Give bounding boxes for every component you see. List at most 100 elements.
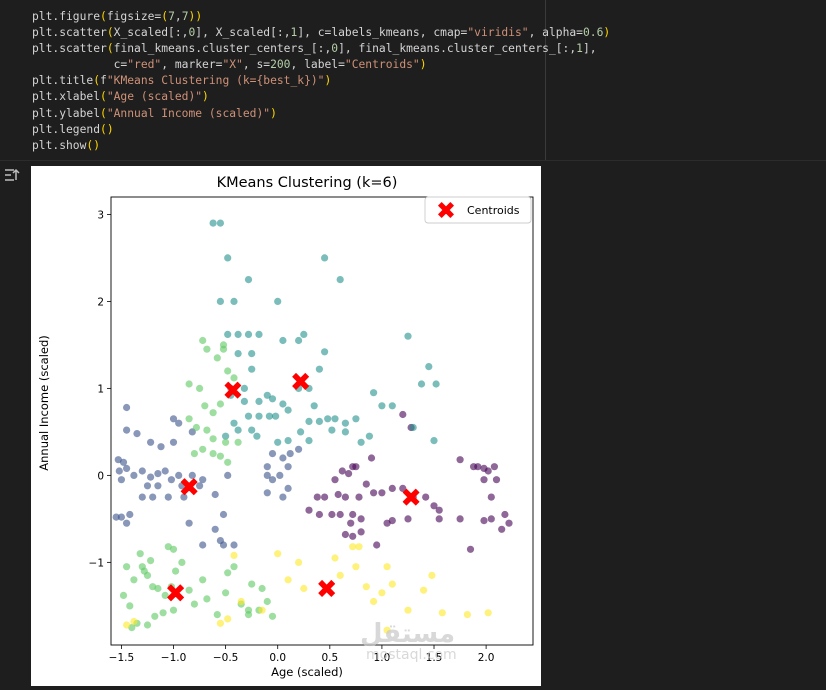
data-point <box>123 426 131 434</box>
plot-output: KMeans Clustering (k=6) Age (scaled) Ann… <box>31 166 541 686</box>
data-point <box>370 597 378 606</box>
legend-centroid-marker <box>438 202 454 218</box>
data-point <box>279 400 287 408</box>
data-point <box>383 563 391 571</box>
data-point <box>216 219 224 227</box>
data-point <box>305 417 313 425</box>
scatter-chart: KMeans Clustering (k=6) Age (scaled) Ann… <box>37 175 534 679</box>
data-point <box>123 464 131 472</box>
data-point <box>224 254 232 262</box>
data-point <box>230 541 238 549</box>
data-point <box>123 519 131 527</box>
watermark-latin: mostaql.com <box>366 647 457 663</box>
data-point <box>230 563 238 571</box>
data-point <box>268 450 277 458</box>
data-point <box>388 517 396 525</box>
data-point <box>295 336 303 345</box>
data-point <box>324 415 332 423</box>
data-point <box>422 493 430 501</box>
code-editor[interactable]: plt.figure(figsize=(7,7)) plt.scatter(X_… <box>24 0 610 160</box>
data-point <box>284 484 292 492</box>
data-point <box>373 541 381 549</box>
data-point <box>248 350 256 358</box>
data-point <box>341 428 349 436</box>
data-point <box>199 576 207 584</box>
data-point <box>119 591 128 599</box>
data-point <box>199 476 207 484</box>
data-point <box>209 450 217 458</box>
data-point <box>265 412 273 420</box>
data-point <box>274 550 282 558</box>
data-point <box>321 348 329 356</box>
data-point <box>349 463 357 471</box>
data-point <box>244 276 253 284</box>
data-point <box>263 471 271 479</box>
data-point <box>279 336 287 345</box>
x-tick-label: 1.5 <box>426 652 443 664</box>
data-point <box>211 525 219 533</box>
data-point <box>336 276 344 284</box>
data-point <box>505 519 513 527</box>
data-point <box>501 510 509 519</box>
data-point <box>315 365 323 373</box>
data-point <box>244 412 253 420</box>
data-point <box>234 330 242 338</box>
data-point <box>230 374 238 382</box>
data-point <box>276 471 284 479</box>
data-point <box>362 480 370 488</box>
data-point <box>216 297 224 305</box>
data-point <box>178 558 186 566</box>
data-point <box>310 402 318 410</box>
data-point <box>338 467 346 475</box>
data-point <box>196 482 204 490</box>
data-point <box>480 517 488 525</box>
y-tick-label: −1 <box>89 557 104 569</box>
x-tick-label: 0.5 <box>321 652 338 664</box>
data-point <box>154 584 162 593</box>
code-cell[interactable]: plt.figure(figsize=(7,7)) plt.scatter(X_… <box>0 0 826 160</box>
data-point <box>154 470 162 478</box>
data-point <box>147 438 155 446</box>
data-point <box>355 543 363 551</box>
x-tick-label: 1.0 <box>374 652 391 664</box>
data-point <box>237 597 245 606</box>
data-point <box>224 367 232 375</box>
data-point <box>143 621 152 629</box>
data-point <box>248 426 256 434</box>
data-point <box>362 583 370 591</box>
data-point <box>284 576 292 584</box>
legend-centroid-symbol <box>438 202 454 218</box>
data-point <box>331 476 339 484</box>
data-point <box>300 584 308 593</box>
data-point <box>203 426 211 434</box>
data-point <box>143 482 152 490</box>
data-point <box>199 445 207 453</box>
data-point <box>341 530 349 539</box>
data-point <box>151 612 159 620</box>
chart-title: KMeans Clustering (k=6) <box>217 175 398 191</box>
data-point <box>417 380 426 388</box>
data-point <box>263 489 271 497</box>
data-point <box>357 438 365 446</box>
data-point <box>341 493 349 501</box>
data-point <box>175 419 183 427</box>
data-point <box>274 297 282 305</box>
data-point <box>219 510 228 519</box>
data-point <box>378 402 386 410</box>
data-point <box>209 435 217 443</box>
legend: Centroids <box>424 196 532 224</box>
data-point <box>140 567 148 575</box>
data-point <box>222 589 230 597</box>
output-toggle-icon[interactable] <box>2 166 20 184</box>
data-point <box>268 612 277 620</box>
data-point <box>192 423 200 432</box>
data-point <box>115 467 123 475</box>
data-point <box>268 395 277 403</box>
data-point <box>230 419 238 427</box>
data-point <box>161 591 169 599</box>
data-point <box>224 615 232 623</box>
data-point <box>284 463 292 471</box>
data-point <box>147 557 155 565</box>
data-point <box>399 484 407 492</box>
data-points <box>112 219 513 634</box>
